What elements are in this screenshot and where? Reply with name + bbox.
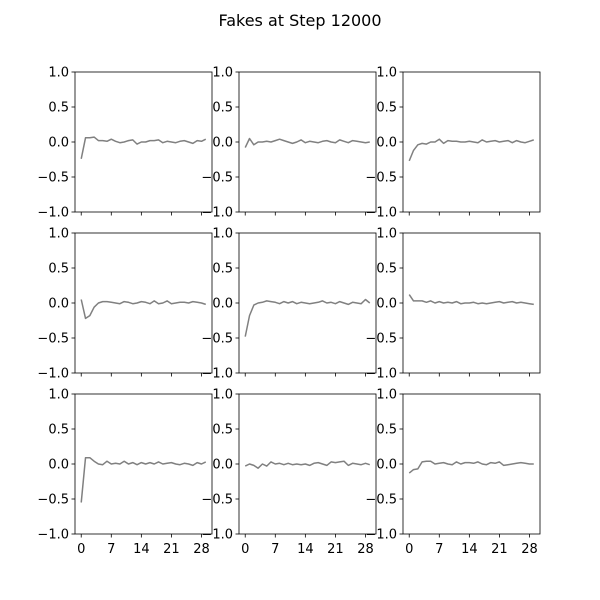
x-tick-label: 21 bbox=[327, 542, 344, 557]
y-tick-label: −1.0 bbox=[37, 206, 69, 221]
y-tick-label: 0.5 bbox=[376, 423, 397, 438]
y-tick-label: −0.5 bbox=[365, 332, 397, 347]
x-tick-label: 7 bbox=[271, 542, 279, 557]
subplot-2-0: −1.0 −0.5 0.0 0.5 1.0 0 7 14 21 28 bbox=[37, 388, 213, 557]
y-tick-label: 1.0 bbox=[376, 388, 397, 403]
series-line bbox=[244, 137, 370, 148]
series-line bbox=[80, 299, 207, 320]
y-tick-label: 0.0 bbox=[212, 297, 233, 312]
subplot-2-2: −1.0 −0.5 0.0 0.5 1.0 0 7 14 21 28 bbox=[365, 388, 541, 557]
y-tick-label: 1.0 bbox=[212, 227, 233, 242]
subplot-1-2: −1.0 −0.5 0.0 0.5 1.0 bbox=[365, 227, 541, 382]
subplot-1-0: −1.0 −0.5 0.0 0.5 1.0 bbox=[37, 227, 213, 382]
x-tick-label: 28 bbox=[193, 542, 210, 557]
y-tick-label: 1.0 bbox=[212, 388, 233, 403]
x-tick-label: 21 bbox=[163, 542, 180, 557]
x-tick-label: 28 bbox=[357, 542, 374, 557]
y-tick-label: 0.0 bbox=[212, 136, 233, 151]
y-tick-label: 0.0 bbox=[376, 458, 397, 473]
y-tick-label: 0.0 bbox=[376, 136, 397, 151]
y-tick-label: −0.5 bbox=[365, 171, 397, 186]
series-line bbox=[244, 298, 371, 337]
series-line bbox=[408, 294, 534, 306]
y-tick-label: 0.0 bbox=[48, 297, 69, 312]
subplot-2-1: −1.0 −0.5 0.0 0.5 1.0 0 7 14 21 28 bbox=[201, 388, 377, 557]
y-tick-label: 0.0 bbox=[212, 458, 233, 473]
y-tick-label: 0.0 bbox=[48, 136, 69, 151]
y-tick-label: −1.0 bbox=[37, 367, 69, 382]
series-line bbox=[408, 138, 535, 162]
x-tick-label: 14 bbox=[297, 542, 314, 557]
y-tick-label: 0.5 bbox=[376, 101, 397, 116]
x-tick-label: 14 bbox=[133, 542, 150, 557]
y-tick-label: −0.5 bbox=[37, 332, 69, 347]
axes-frame bbox=[402, 393, 541, 535]
series-line bbox=[408, 460, 534, 474]
subplot-0-2: −1.0 −0.5 0.0 0.5 1.0 bbox=[365, 66, 541, 221]
y-tick-label: 0.5 bbox=[212, 262, 233, 277]
y-tick-label: −1.0 bbox=[365, 206, 397, 221]
y-tick-label: −0.5 bbox=[201, 332, 233, 347]
y-tick-label: 1.0 bbox=[376, 227, 397, 242]
y-tick-label: 0.5 bbox=[48, 262, 69, 277]
y-tick-label: −0.5 bbox=[201, 171, 233, 186]
x-tick-label: 21 bbox=[491, 542, 508, 557]
y-tick-label: 0.0 bbox=[376, 297, 397, 312]
x-tick-label: 0 bbox=[77, 542, 85, 557]
y-tick-label: 0.5 bbox=[48, 101, 69, 116]
y-tick-label: 1.0 bbox=[212, 66, 233, 81]
series-line bbox=[244, 460, 371, 469]
figure-title: Fakes at Step 12000 bbox=[218, 11, 381, 30]
subplot-1-1: −1.0 −0.5 0.0 0.5 1.0 bbox=[201, 227, 377, 382]
y-tick-label: 0.5 bbox=[212, 101, 233, 116]
x-tick-label: 7 bbox=[435, 542, 443, 557]
y-tick-label: 0.0 bbox=[48, 458, 69, 473]
x-tick-label: 14 bbox=[461, 542, 478, 557]
series-line bbox=[80, 136, 207, 159]
x-tick-label: 0 bbox=[241, 542, 249, 557]
y-tick-label: −1.0 bbox=[365, 367, 397, 382]
y-tick-label: 1.0 bbox=[48, 388, 69, 403]
y-tick-label: −1.0 bbox=[201, 206, 233, 221]
y-tick-label: −0.5 bbox=[201, 493, 233, 508]
y-tick-label: −1.0 bbox=[37, 528, 69, 543]
x-tick-label: 7 bbox=[107, 542, 115, 557]
y-tick-label: 0.5 bbox=[376, 262, 397, 277]
series-line bbox=[80, 456, 207, 503]
y-tick-label: 1.0 bbox=[376, 66, 397, 81]
axes-frame bbox=[74, 232, 213, 374]
subplot-0-0: −1.0 −0.5 0.0 0.5 1.0 bbox=[37, 66, 213, 221]
y-tick-label: −1.0 bbox=[365, 528, 397, 543]
y-tick-label: −0.5 bbox=[37, 171, 69, 186]
x-tick-label: 0 bbox=[405, 542, 413, 557]
y-tick-label: −1.0 bbox=[201, 367, 233, 382]
y-tick-label: 1.0 bbox=[48, 66, 69, 81]
x-tick-label: 28 bbox=[521, 542, 538, 557]
y-tick-label: −0.5 bbox=[365, 493, 397, 508]
y-tick-label: −1.0 bbox=[201, 528, 233, 543]
y-tick-label: 0.5 bbox=[212, 423, 233, 438]
y-tick-label: 0.5 bbox=[48, 423, 69, 438]
subplot-0-1: −1.0 −0.5 0.0 0.5 1.0 bbox=[201, 66, 377, 221]
y-tick-label: 1.0 bbox=[48, 227, 69, 242]
y-tick-label: −0.5 bbox=[37, 493, 69, 508]
